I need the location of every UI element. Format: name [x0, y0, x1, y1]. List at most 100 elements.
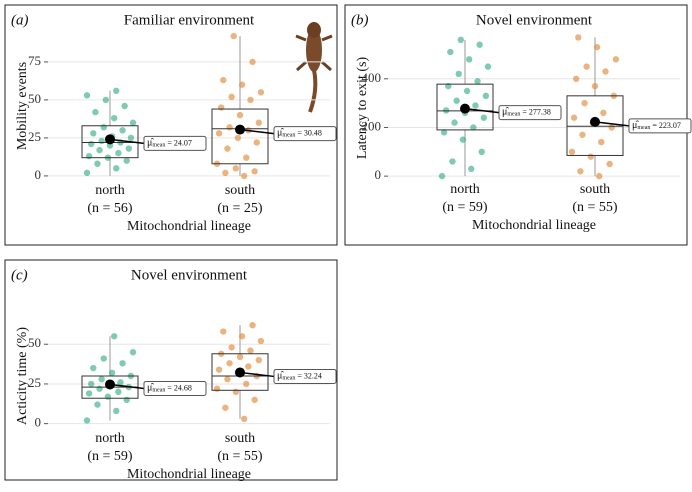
data-point: [459, 136, 467, 143]
panel-label: (c): [11, 267, 28, 283]
mean-symbol: μ̂: [632, 120, 639, 131]
mean-value: 32.24: [304, 371, 322, 380]
data-point: [83, 169, 91, 177]
data-point: [230, 32, 237, 40]
data-point: [251, 168, 258, 175]
mean-label-box: [143, 380, 207, 396]
data-point: [253, 139, 260, 146]
mean-point: [590, 116, 600, 127]
data-point: [85, 390, 93, 397]
data-point: [113, 165, 120, 172]
y-tick-label: 50: [28, 91, 41, 106]
data-point: [108, 369, 116, 377]
mean-label-box: [273, 368, 337, 384]
data-point: [608, 124, 615, 131]
mean-subscript: mean: [637, 125, 650, 131]
mean-label-box: [498, 105, 562, 121]
data-point: [220, 76, 227, 84]
mean-point: [235, 367, 245, 378]
data-point: [463, 87, 471, 95]
mean-connector: [109, 383, 145, 390]
data-point: [85, 152, 93, 160]
data-point: [247, 96, 254, 104]
data-point: [243, 380, 250, 388]
data-point: [226, 124, 233, 131]
data-point: [449, 158, 456, 165]
data-point: [457, 36, 465, 44]
data-point: [215, 366, 223, 373]
n-label: (n = 56): [87, 201, 133, 216]
mean-label: μ̂mean = 24.68: [147, 383, 192, 394]
x-tick-label: north: [95, 183, 125, 198]
data-point: [87, 380, 95, 388]
data-point: [455, 70, 462, 78]
y-axis-label: Mobility events: [15, 62, 30, 150]
y-tick-label: 0: [375, 167, 382, 182]
data-point: [228, 344, 235, 351]
data-point: [110, 114, 118, 122]
data-point: [438, 172, 446, 180]
panel-label: (a): [11, 12, 29, 28]
mean-equals: =: [297, 371, 302, 380]
data-point: [451, 119, 458, 126]
n-label: (n = 55): [572, 200, 618, 215]
y-tick-label: 200: [362, 118, 382, 133]
mean-subscript: mean: [152, 388, 165, 394]
data-point: [472, 102, 479, 109]
data-point: [240, 415, 248, 423]
data-point: [251, 396, 258, 404]
data-point: [226, 360, 233, 367]
data-point: [257, 89, 265, 96]
data-point: [243, 154, 250, 161]
data-point: [127, 134, 135, 142]
data-point: [90, 130, 97, 137]
mean-label-box: [628, 118, 692, 134]
y-tick-label: 0: [35, 167, 42, 182]
data-point: [453, 97, 460, 104]
mean-equals: =: [167, 383, 172, 392]
mean-value: 24.68: [174, 383, 192, 392]
mean-symbol: μ̂: [502, 107, 509, 118]
data-point: [476, 41, 483, 48]
data-point: [96, 146, 103, 154]
data-point: [570, 114, 578, 121]
mean-subscript: mean: [507, 112, 520, 118]
data-point: [220, 328, 227, 335]
data-point: [468, 165, 475, 173]
mean-value: 30.48: [304, 128, 322, 137]
n-label: (n = 59): [87, 449, 133, 464]
mean-subscript: mean: [282, 376, 295, 382]
data-point: [575, 34, 582, 41]
mean-value: 223.07: [659, 121, 681, 130]
box: [81, 125, 139, 159]
chart-title: Novel environment: [476, 12, 593, 28]
x-tick-label: south: [225, 183, 255, 198]
data-point: [577, 168, 584, 175]
panel-label: (b): [351, 12, 369, 28]
data-point: [119, 360, 126, 367]
box: [211, 108, 269, 165]
data-point: [125, 145, 133, 152]
data-point: [591, 82, 599, 90]
mean-symbol: μ̂: [277, 128, 284, 139]
mean-equals: =: [167, 138, 172, 147]
data-point: [474, 78, 481, 85]
chart-title: Familiar environment: [124, 12, 255, 28]
box: [211, 353, 269, 391]
data-point: [119, 127, 126, 134]
x-tick-label: north: [95, 431, 125, 446]
data-point: [245, 363, 252, 370]
data-point: [129, 348, 137, 356]
data-point: [484, 63, 492, 70]
mean-equals: =: [522, 107, 527, 116]
data-point: [579, 131, 586, 138]
data-point: [480, 114, 488, 121]
mean-value: 24.07: [174, 138, 192, 147]
mean-label: μ̂mean = 32.24: [277, 371, 322, 382]
y-axis-label: Acticity time (%): [15, 327, 30, 425]
data-point: [465, 56, 473, 63]
data-point: [598, 138, 605, 146]
data-point: [115, 388, 122, 396]
data-point: [238, 333, 246, 340]
data-point: [96, 385, 103, 392]
